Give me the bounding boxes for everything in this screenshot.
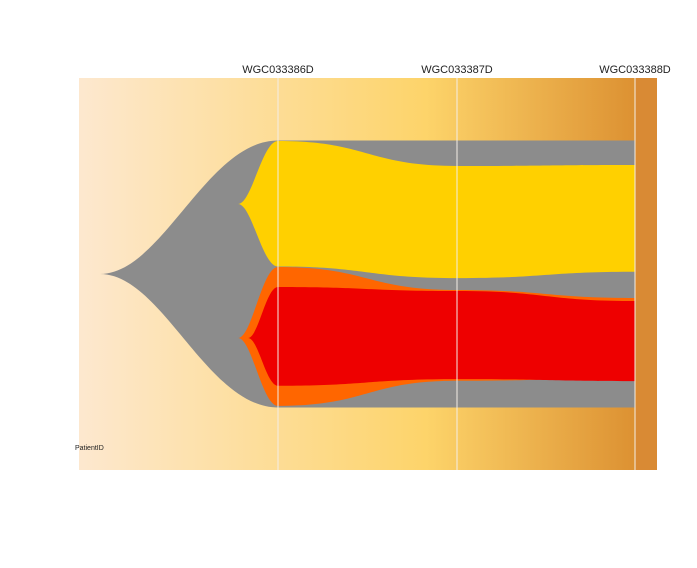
plot-right-band xyxy=(635,78,657,470)
timepoint-label-2: WGC033387D xyxy=(421,64,493,76)
corner-label: PatientID xyxy=(75,445,104,452)
clone-yellow-shape xyxy=(238,141,635,279)
timepoint-lines xyxy=(277,78,636,470)
timepoint-label-3: WGC033388D xyxy=(599,64,671,76)
timepoint-label-1: WGC033386D xyxy=(242,64,314,76)
clone-red-shape xyxy=(248,287,635,386)
timepoint-labels: WGC033386D WGC033387D WGC033388D xyxy=(242,64,671,76)
clone-layer xyxy=(100,140,635,408)
